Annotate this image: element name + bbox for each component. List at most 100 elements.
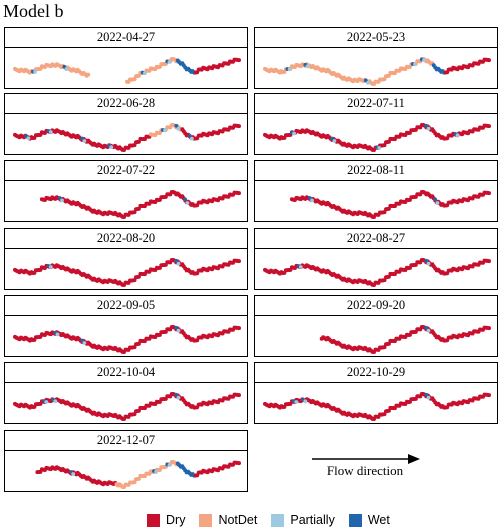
panel-date-label: 2022-08-20	[5, 229, 247, 249]
point-partially	[303, 399, 308, 404]
panel-date-label: 2022-10-29	[255, 363, 497, 383]
panel-plot	[39, 190, 241, 219]
panel-plot	[13, 57, 241, 84]
point-wet	[433, 197, 438, 202]
panel-date-label: 2022-07-22	[5, 161, 247, 181]
point-wet	[424, 258, 429, 263]
flow-direction-label: Flow direction	[326, 463, 404, 478]
point-partially	[377, 146, 382, 150]
legend-swatch	[147, 513, 160, 527]
point-wet	[187, 133, 192, 138]
figure-title: Model b	[3, 1, 64, 21]
point-dry	[487, 124, 491, 129]
point-partially	[167, 463, 172, 467]
point-partially	[455, 133, 460, 138]
panel-date-label: 2022-09-05	[5, 296, 247, 316]
legend-label: Dry	[166, 513, 186, 527]
point-partially	[167, 60, 172, 64]
point-partially	[48, 265, 53, 269]
point-partially	[82, 341, 87, 345]
panel-2022-07-22: 2022-07-22	[4, 160, 248, 222]
panel-plot	[289, 190, 491, 219]
point-partially	[163, 128, 167, 133]
point-partially	[190, 136, 194, 141]
point-dry	[237, 326, 241, 331]
flow-arrow	[312, 454, 420, 464]
point-partially	[422, 58, 426, 62]
point-wet	[424, 392, 429, 397]
point-dry	[237, 461, 241, 466]
point-partially	[305, 64, 310, 69]
panel-plot	[263, 57, 491, 86]
panel-2022-09-20: 2022-09-20	[254, 295, 498, 357]
legend-item-wet: Wet	[348, 513, 390, 527]
point-partially	[176, 395, 181, 400]
point-partially	[292, 131, 296, 136]
point-partially	[26, 136, 31, 141]
panel-date-label: 2022-08-27	[255, 229, 497, 249]
panel-plot	[35, 460, 241, 489]
legend-item-notdet: NotDet	[199, 513, 257, 527]
panel-2022-10-04: 2022-10-04	[4, 362, 248, 424]
point-wet	[174, 325, 179, 330]
panel-date-label: 2022-12-07	[5, 431, 247, 451]
point-notdet	[86, 72, 91, 77]
point-dry	[487, 393, 491, 398]
point-dry	[237, 191, 241, 196]
panel-2022-08-11: 2022-08-11	[254, 160, 498, 222]
flow-direction: Flow direction	[310, 452, 430, 482]
point-dry	[237, 124, 241, 129]
point-partially	[426, 395, 431, 400]
point-partially	[287, 67, 292, 72]
point-partially	[60, 198, 64, 203]
panel-plot	[319, 325, 491, 354]
point-wet	[174, 123, 179, 128]
panel-2022-07-11: 2022-07-11	[254, 93, 498, 155]
point-wet	[424, 325, 429, 330]
legend-swatch	[199, 513, 213, 527]
point-dry	[487, 191, 491, 196]
panel-2022-04-27: 2022-04-27	[4, 27, 248, 89]
panel-date-label: 2022-07-11	[255, 94, 497, 114]
panel-plot	[13, 325, 241, 354]
legend-swatch	[271, 513, 285, 527]
point-dry	[237, 393, 241, 398]
point-partially	[82, 139, 87, 143]
point-partially	[426, 328, 431, 333]
panel-date-label: 2022-04-27	[5, 28, 247, 48]
point-partially	[298, 265, 303, 269]
point-partially	[44, 400, 49, 404]
point-wet	[57, 196, 62, 200]
point-wet	[330, 136, 335, 141]
panel-2022-06-28: 2022-06-28	[4, 93, 248, 155]
point-wet	[174, 392, 179, 397]
panel-date-label: 2022-05-23	[255, 28, 497, 48]
point-partially	[48, 130, 53, 134]
legend-item-partially: Partially	[271, 513, 335, 527]
point-partially	[185, 201, 190, 205]
point-partially	[53, 399, 58, 404]
legend-swatch	[348, 513, 362, 527]
point-partially	[332, 139, 337, 143]
point-wet	[424, 123, 429, 128]
point-partially	[71, 472, 76, 476]
point-wet	[174, 258, 179, 263]
panel-2022-12-07: 2022-12-07	[4, 430, 248, 492]
panel-date-label: 2022-10-04	[5, 363, 247, 383]
point-wet	[363, 78, 368, 83]
point-wet	[183, 197, 188, 202]
point-partially	[176, 328, 181, 333]
point-dry	[237, 58, 241, 63]
legend: Dry NotDet Partially Wet	[147, 512, 404, 528]
panel-plot	[263, 392, 491, 421]
panel-plot	[13, 392, 241, 421]
panel-plot	[263, 123, 491, 152]
point-partially	[310, 198, 314, 203]
panel-2022-08-20: 2022-08-20	[4, 228, 248, 290]
point-wet	[80, 338, 85, 343]
point-partially	[154, 469, 159, 474]
legend-label: Wet	[367, 513, 390, 527]
panel-plot	[13, 258, 241, 287]
point-partially	[64, 67, 69, 71]
point-partially	[33, 69, 37, 74]
